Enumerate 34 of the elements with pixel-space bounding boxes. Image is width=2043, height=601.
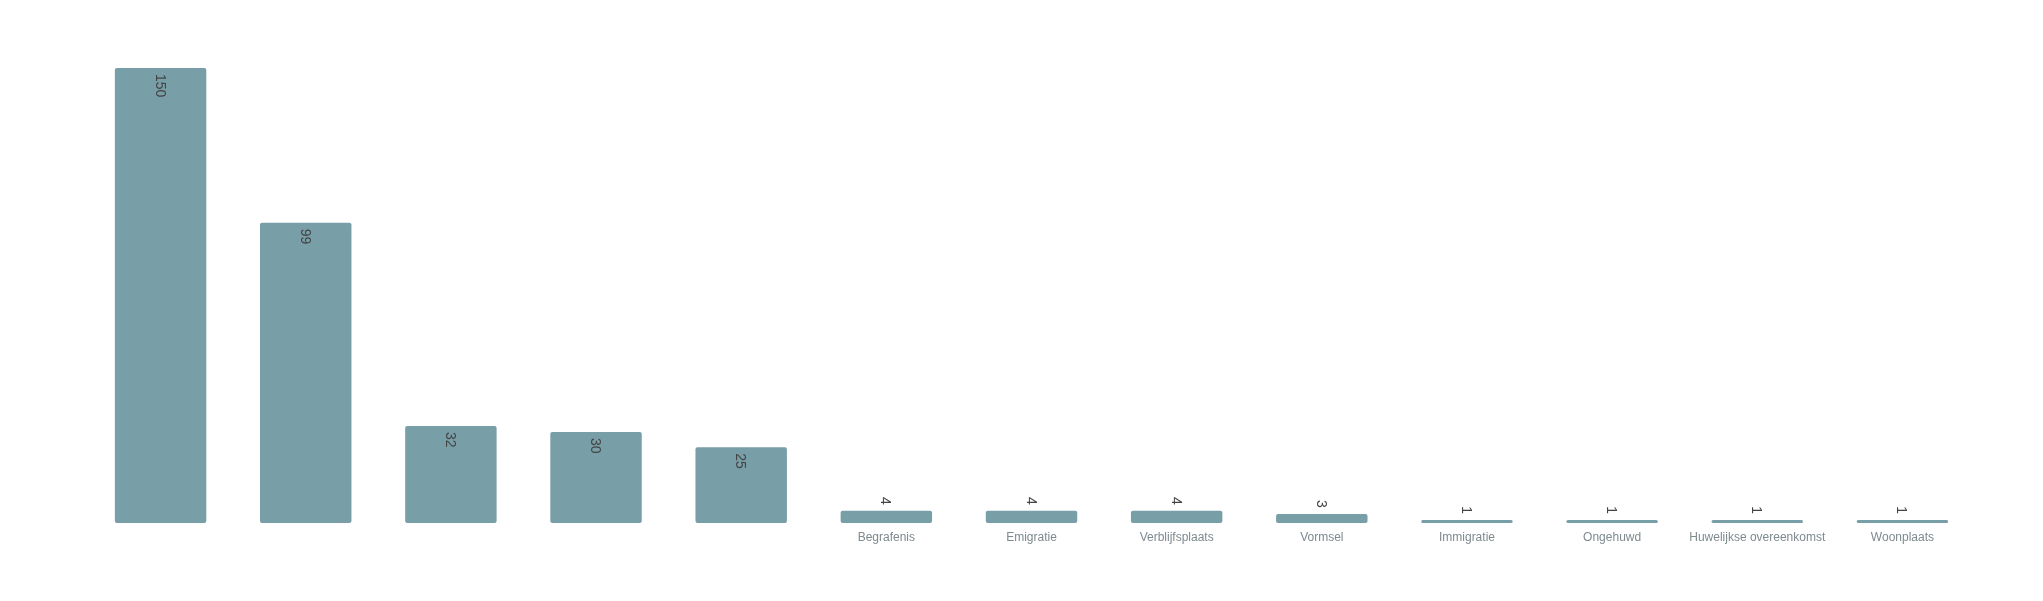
bar: [985, 510, 1078, 523]
bar: [114, 68, 207, 523]
data-label: 4: [1168, 497, 1185, 506]
bar: [840, 510, 933, 523]
bar: [260, 222, 352, 523]
x-tick-label: Woonplaats: [1870, 530, 1934, 544]
x-tick-label: Verblijfsplaats: [1139, 530, 1214, 544]
data-label: 30: [588, 438, 605, 454]
data-label: 1: [1894, 506, 1911, 515]
data-label: 1: [1458, 506, 1475, 515]
x-tick-label: Ongehuwd: [1583, 530, 1642, 544]
x-tick-label: Vormsel: [1300, 530, 1344, 544]
bar: [695, 447, 787, 523]
data-label: 25: [733, 453, 750, 469]
bar: [1276, 513, 1368, 523]
x-tick-label: Huwelijkse overeenkomst: [1689, 530, 1826, 544]
data-label: 1: [1604, 506, 1621, 515]
bar: [405, 425, 497, 523]
bar: [1566, 519, 1658, 523]
bar: [1711, 519, 1803, 523]
data-label: 4: [878, 497, 895, 506]
data-label: 99: [297, 228, 314, 245]
bar: [1130, 510, 1223, 523]
data-label: 3: [1313, 500, 1330, 509]
data-label: 32: [442, 431, 459, 448]
data-label: 4: [1023, 497, 1040, 506]
x-tick-label: Emigratie: [1006, 530, 1058, 544]
x-tick-label: Begrafenis: [857, 530, 916, 544]
data-label: 150: [152, 74, 169, 98]
data-label: 1: [1749, 506, 1766, 515]
bar: [550, 432, 642, 523]
x-tick-label: Immigratie: [1438, 530, 1496, 544]
bar: [1421, 519, 1513, 523]
bar: [1856, 519, 1949, 523]
